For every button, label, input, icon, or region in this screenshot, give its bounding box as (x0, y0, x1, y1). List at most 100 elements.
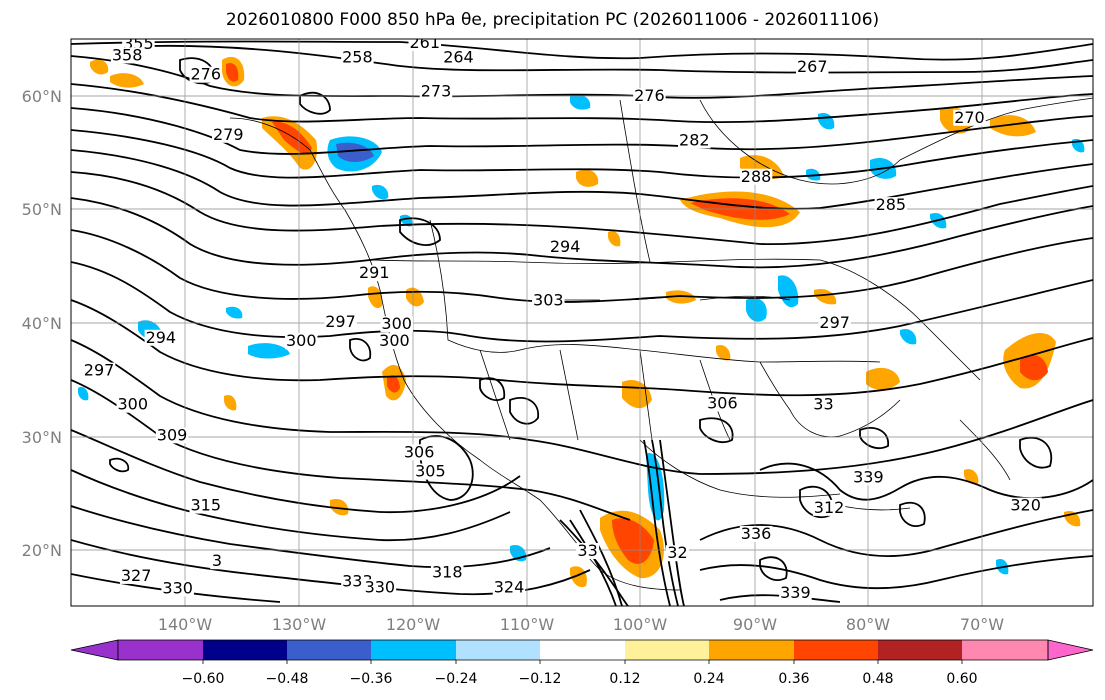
contour-label: 279 (213, 125, 244, 144)
map-title: 2026010800 F000 850 hPa θe, precipitatio… (0, 10, 1105, 30)
colorbar-swatch (962, 640, 1048, 660)
contour-label: 297 (819, 313, 850, 332)
contour-label-bg (210, 553, 224, 570)
colorbar-swatch (371, 640, 456, 660)
coastlines-borders (229, 97, 1093, 591)
lon-tick-label: 80°W (846, 615, 890, 634)
colorbar-tick-label: 0.24 (693, 671, 724, 687)
lon-tick-label: 100°W (613, 615, 668, 634)
theta-e-contours (71, 40, 1093, 606)
contour-label: 294 (146, 328, 177, 347)
contour-label: 33 (577, 541, 597, 560)
contour-label-bg (430, 564, 464, 581)
colorbar-swatch (625, 640, 709, 660)
contour-label: 309 (157, 425, 188, 444)
contour-label-bg (852, 469, 885, 486)
contour-label: 258 (342, 48, 373, 67)
colorbar-under-arrow (70, 639, 119, 661)
contour-label-bg (378, 333, 411, 350)
colorbar-swatch (203, 640, 287, 660)
contour-label: 324 (494, 577, 525, 596)
contour-label: 285 (876, 195, 907, 214)
contour-label-bg (341, 49, 374, 66)
lon-tick-label: 90°W (733, 615, 777, 634)
contour-label-bg (818, 315, 851, 332)
colorbar-tick-label: −0.24 (435, 671, 478, 687)
colorbar-swatch (287, 640, 371, 660)
contour-label-bg (408, 39, 442, 51)
contour-label-bg (419, 83, 453, 100)
lat-tick-label: 50°N (22, 200, 62, 219)
contour-label: 291 (359, 263, 390, 282)
lon-tick-label: 130°W (272, 615, 327, 634)
contour-label-bg (811, 396, 835, 413)
contour-label: 327 (121, 566, 152, 585)
colorbar-swatch (794, 640, 878, 660)
contour-label: 315 (190, 496, 221, 515)
contour-label-bg (576, 542, 600, 559)
contour-label: 305 (415, 462, 446, 481)
contour-label: 303 (533, 290, 564, 309)
contour-label: 297 (325, 312, 356, 331)
contour-label: 288 (741, 167, 772, 186)
contour-label: 300 (286, 331, 317, 350)
contour-label-bg (82, 362, 116, 379)
contour-label-bg (119, 567, 153, 584)
contour-label-bg (324, 313, 357, 330)
contour-label: 320 (1010, 496, 1041, 515)
contour-label-bg (953, 109, 986, 126)
colorbar-tick-label: 0.12 (609, 671, 640, 687)
contour-label-bg (874, 197, 908, 214)
lat-tick-label: 40°N (22, 314, 62, 333)
contour-label: 330 (162, 578, 193, 597)
contour-label-bg (812, 499, 846, 516)
colorbar-over-arrow (1047, 639, 1094, 661)
contour-label-bg (532, 292, 565, 309)
lon-tick-label: 70°W (960, 615, 1004, 634)
colorbar: −0.60 −0.48 −0.36 −0.24 −0.12 0.12 0.24 … (70, 639, 1094, 687)
contour-label: 276 (634, 86, 665, 105)
contour-label-bg (548, 239, 582, 256)
contour-label-bg (706, 395, 739, 412)
map-frame (70, 38, 1094, 607)
precip-shading (78, 56, 1085, 588)
contour-label-bg (414, 463, 447, 480)
contour-label: 33 (813, 395, 833, 414)
contour-label-bg (779, 584, 812, 601)
contour-label-bg (155, 427, 189, 444)
lon-tick-label: 120°W (386, 615, 441, 634)
contour-label: 339 (780, 583, 811, 602)
contour-label: 336 (741, 524, 772, 543)
contour-label: 300 (117, 395, 148, 414)
lat-tick-label: 60°N (22, 87, 62, 106)
contour-label-bg (161, 580, 194, 597)
contour-label-bg (211, 126, 245, 143)
contour-label-bg (357, 265, 391, 282)
colorbar-tick-label: 0.48 (862, 671, 893, 687)
contour-label: 270 (954, 108, 985, 127)
colorbar-swatch (118, 640, 203, 660)
lat-tick-label: 30°N (22, 428, 62, 447)
contour-label-bg (189, 497, 223, 514)
colorbar-tick-label: −0.60 (182, 671, 225, 687)
contour-label-bg (633, 88, 666, 105)
contour-label-bg (363, 579, 397, 596)
contour-label-bg (739, 168, 773, 185)
contour-label-bg (442, 49, 475, 66)
contour-label-bg (739, 525, 773, 542)
contour-label: 297 (84, 361, 115, 380)
contour-label-bg (402, 444, 436, 461)
colorbar-tick-label: −0.36 (350, 671, 393, 687)
contour-label: 261 (409, 33, 440, 52)
contour-label-bg (189, 66, 223, 83)
contour-label-bg (144, 329, 178, 346)
colorbar-swatch (878, 640, 962, 660)
contour-label-bg (492, 579, 526, 596)
colorbar-swatch (709, 640, 794, 660)
contour-label: 32 (667, 543, 687, 562)
contour-label-bg (110, 47, 144, 64)
contour-label: 300 (381, 314, 412, 333)
contour-label-bg (380, 316, 413, 333)
